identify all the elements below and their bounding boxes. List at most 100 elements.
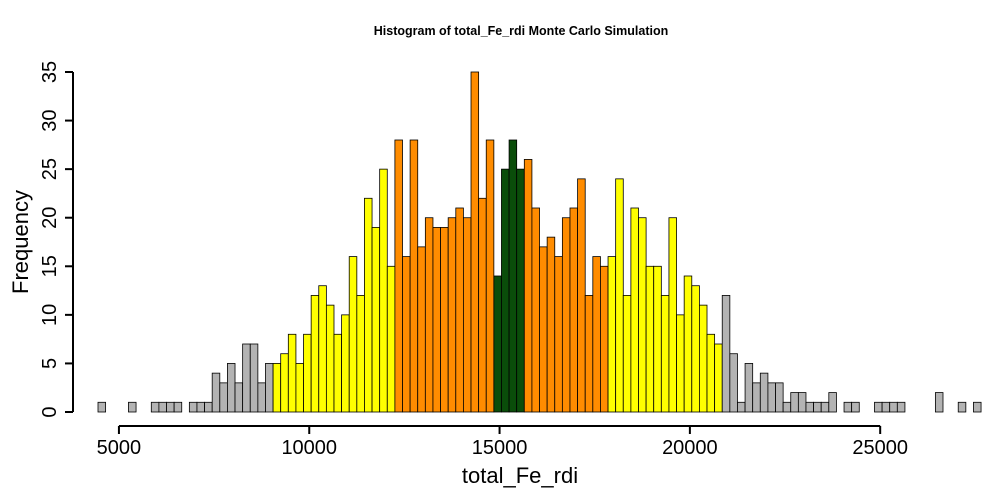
histogram-bar [729,353,738,413]
histogram-bar [173,401,183,413]
histogram-bar [463,217,472,413]
histogram-bar [546,236,556,413]
histogram-bar [561,217,571,413]
histogram-bar [820,401,830,413]
histogram-bar [805,401,814,413]
histogram-bar [333,333,343,413]
histogram-bar [257,382,266,413]
histogram-bar [348,256,358,413]
chart-title: Histogram of total_Fe_rdi Monte Carlo Si… [374,24,668,38]
histogram-bar [645,265,655,413]
histogram-bar [843,401,853,413]
histogram-bar [638,217,647,413]
histogram-bar [447,217,457,413]
x-axis-label: total_Fe_rdi [462,463,578,488]
histogram-bar [386,265,396,413]
y-tick-label: 25 [39,158,61,180]
histogram-bar [668,217,677,413]
histogram-bar [813,401,822,413]
x-tick-label: 25000 [852,437,908,459]
histogram-bar [493,275,502,413]
histogram-bar [394,139,403,413]
histogram-bar [128,401,137,413]
histogram-bar [364,197,373,413]
histogram-bar [554,256,563,413]
histogram-bar [379,168,388,413]
histogram-bar [455,207,464,413]
histogram-bar [797,392,807,413]
histogram-bar [775,382,784,413]
x-tick-label: 15000 [472,437,528,459]
x-tick-label: 5000 [97,437,142,459]
histogram-bar [97,401,107,413]
histogram-bar [934,392,944,413]
histogram-bar [265,363,274,413]
histogram-bar [432,227,441,413]
histogram-bar [691,285,700,413]
histogram-bar [409,139,419,413]
histogram-bar [204,401,213,413]
histogram-bar [287,333,297,413]
histogram-bar [752,382,761,413]
histogram-bar [234,382,244,413]
histogram-bar [676,314,685,413]
histogram-bar [790,392,799,413]
y-tick-label: 15 [39,255,61,277]
histogram-bar [584,295,594,413]
histogram-bar [630,207,639,413]
x-tick-label: 20000 [662,437,718,459]
histogram-bar [485,139,495,413]
histogram-bar [660,295,670,413]
histogram-bar [653,265,662,413]
histogram-bar [706,333,716,413]
histogram-bar [569,207,578,413]
histogram-bar [973,401,982,413]
histogram-bar [158,401,167,413]
histogram-bar [341,314,350,413]
histogram-bar [714,343,723,413]
y-tick-label: 5 [39,358,61,369]
histogram-bar [242,343,251,413]
histogram-bar [957,401,967,413]
histogram-bar [896,401,906,413]
histogram-bar [851,401,860,413]
histogram-bar [721,295,731,413]
histogram-bar [371,227,381,413]
histogram-bar [211,372,221,413]
histogram-bar [318,285,327,413]
histogram-bar [310,295,320,413]
histogram-bar [607,256,617,413]
histogram-bar [744,363,754,413]
histogram-bar [577,178,586,413]
histogram-bar [196,401,205,413]
y-axis-label: Frequency [8,190,33,294]
histogram-bar [615,178,624,413]
histogram-bar [759,372,769,413]
histogram-bar [531,207,540,413]
histogram-bar [592,256,601,413]
histogram-bar [227,363,236,413]
y-axis: 0 5 10 15 20 25 30 35 [39,61,74,418]
histogram-bar [249,343,259,413]
y-tick-label: 10 [39,304,61,326]
histogram-bar [881,401,891,413]
histogram-bar [272,363,282,413]
histogram-bar [470,71,480,413]
histogram-bar [516,168,525,413]
histogram-bar [782,401,792,413]
histogram-bar [417,246,426,413]
histogram-bar [303,333,312,413]
histogram-bar [874,401,883,413]
y-tick-label: 20 [39,207,61,229]
y-tick-label: 0 [39,406,61,417]
histogram-bar [501,168,510,413]
histogram-bar [188,401,198,413]
histogram-bar [523,159,533,413]
histogram-bar [889,401,898,413]
histogram-bar [295,363,304,413]
histogram-bar [737,401,746,413]
bars-group [97,71,982,413]
histogram-bar [828,392,837,413]
histogram-bar [356,295,365,413]
